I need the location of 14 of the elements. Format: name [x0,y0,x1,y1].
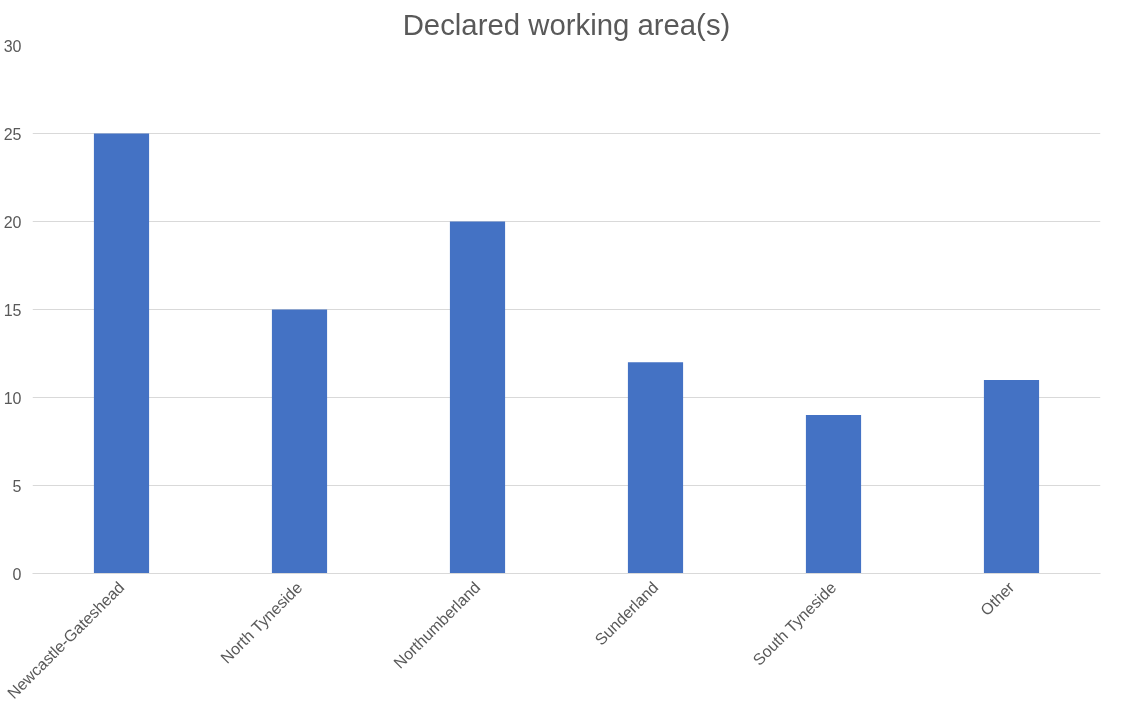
y-tick-label: 15 [3,301,22,319]
bar [983,379,1040,574]
y-tick-label: 5 [12,477,22,495]
y-tick-label: 30 [3,37,22,55]
y-tick-label: 20 [3,213,22,231]
bar [271,309,328,574]
bar [805,415,862,574]
bar [627,362,684,574]
y-tick-label: 25 [3,125,22,143]
y-tick-label: 10 [3,389,22,407]
y-tick-label: 0 [12,565,22,583]
bar [93,133,150,574]
bar [449,221,506,574]
chart-title: Declared working area(s) [402,7,731,41]
